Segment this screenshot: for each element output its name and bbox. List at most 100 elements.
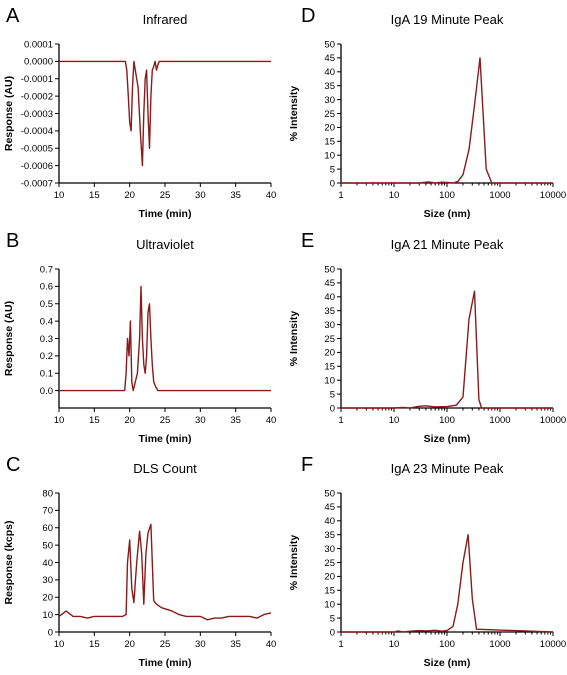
x-tick-label: 20 bbox=[124, 639, 135, 650]
panel-letter: C bbox=[6, 454, 20, 476]
y-tick-label: 50 bbox=[324, 264, 335, 275]
x-tick-label: 10000 bbox=[540, 415, 566, 426]
y-tick-label: 0 bbox=[330, 178, 335, 189]
x-tick-label: 25 bbox=[160, 639, 171, 650]
panel-letter: A bbox=[6, 5, 20, 27]
y-tick-label: 30 bbox=[324, 95, 335, 106]
y-axis-label: Response (kcps) bbox=[3, 520, 15, 604]
y-tick-label: 0.0001 bbox=[24, 39, 53, 50]
y-tick-label: 10 bbox=[324, 376, 335, 387]
x-tick-label: 20 bbox=[124, 415, 135, 426]
y-tick-label: 70 bbox=[42, 506, 53, 517]
y-axis-label: Response (AU) bbox=[3, 76, 15, 151]
y-tick-label: 0.4 bbox=[40, 316, 53, 327]
y-tick-label: 20 bbox=[42, 593, 53, 604]
x-tick-label: 1000 bbox=[489, 190, 510, 201]
x-tick-label: 15 bbox=[89, 639, 100, 650]
y-tick-label: 40 bbox=[324, 516, 335, 527]
y-tick-label: 45 bbox=[324, 502, 335, 513]
chart-title: Infrared bbox=[143, 12, 188, 27]
x-axis-label: Size (nm) bbox=[424, 657, 471, 669]
y-tick-label: 45 bbox=[324, 53, 335, 64]
y-tick-label: 5 bbox=[330, 613, 335, 624]
series-line bbox=[341, 58, 553, 183]
x-tick-label: 1 bbox=[338, 639, 343, 650]
y-tick-label: 35 bbox=[324, 81, 335, 92]
panel-letter: E bbox=[301, 230, 314, 252]
series-line bbox=[341, 535, 553, 632]
x-tick-label: 40 bbox=[266, 639, 277, 650]
series-line bbox=[59, 61, 271, 165]
x-axis-label: Size (nm) bbox=[424, 433, 471, 445]
y-tick-label: 25 bbox=[324, 334, 335, 345]
panel-e: E IgA 21 Minute Peak 1 10 100 1000 10000 0 5 10 15… bbox=[288, 230, 566, 445]
x-tick-label: 25 bbox=[160, 190, 171, 201]
chart-title: DLS Count bbox=[133, 461, 197, 476]
y-tick-label: -0.0001 bbox=[21, 74, 53, 85]
y-tick-label: 15 bbox=[324, 586, 335, 597]
y-tick-label: 0.6 bbox=[40, 282, 53, 293]
y-tick-label: 10 bbox=[324, 600, 335, 611]
y-tick-label: 0 bbox=[330, 403, 335, 414]
y-tick-label: -0.0006 bbox=[21, 161, 53, 172]
y-tick-label: 40 bbox=[42, 558, 53, 569]
x-tick-label: 10 bbox=[389, 415, 400, 426]
y-tick-label: 0.2 bbox=[40, 351, 53, 362]
x-tick-label: 10 bbox=[54, 639, 65, 650]
panel-f: F IgA 23 Minute Peak 1 10 100 1000 10000 0 5 10 15… bbox=[288, 454, 566, 669]
y-tick-label: 0.0 bbox=[40, 386, 53, 397]
y-tick-label: 20 bbox=[324, 348, 335, 359]
y-tick-label: 40 bbox=[324, 67, 335, 78]
x-tick-label: 100 bbox=[439, 415, 455, 426]
y-tick-label: 80 bbox=[42, 488, 53, 499]
panel-letter: D bbox=[301, 5, 315, 27]
x-tick-label: 10 bbox=[389, 190, 400, 201]
panel-b: B Ultraviolet 10 15 20 25 30 35 40 0.0 0.1 0.2 0.3 0.… bbox=[3, 230, 276, 445]
y-tick-label: 20 bbox=[324, 572, 335, 583]
x-tick-label: 15 bbox=[89, 190, 100, 201]
y-tick-label: 50 bbox=[42, 540, 53, 551]
y-tick-label: 30 bbox=[324, 544, 335, 555]
chart-title: IgA 19 Minute Peak bbox=[391, 12, 504, 27]
y-tick-label: 10 bbox=[42, 610, 53, 621]
y-tick-label: 5 bbox=[330, 164, 335, 175]
y-tick-label: 0 bbox=[330, 627, 335, 638]
x-axis-label: Time (min) bbox=[139, 433, 192, 445]
chart-title: IgA 21 Minute Peak bbox=[391, 237, 504, 252]
y-tick-label: 50 bbox=[324, 39, 335, 50]
x-tick-label: 10000 bbox=[540, 639, 566, 650]
x-tick-label: 100 bbox=[439, 639, 455, 650]
y-tick-label: 25 bbox=[324, 109, 335, 120]
y-axis-label: % Intensity bbox=[288, 311, 300, 367]
y-tick-label: 0.1 bbox=[40, 369, 53, 380]
x-axis-label: Time (min) bbox=[139, 657, 192, 669]
y-tick-label: 0.3 bbox=[40, 334, 53, 345]
x-tick-label: 35 bbox=[230, 639, 241, 650]
y-tick-label: 15 bbox=[324, 137, 335, 148]
series-line bbox=[341, 291, 553, 408]
x-tick-label: 40 bbox=[266, 190, 277, 201]
x-tick-label: 15 bbox=[89, 415, 100, 426]
y-tick-label: 60 bbox=[42, 523, 53, 534]
y-tick-label: 5 bbox=[330, 389, 335, 400]
x-tick-label: 30 bbox=[195, 415, 206, 426]
y-tick-label: -0.0007 bbox=[21, 178, 53, 189]
x-tick-label: 35 bbox=[230, 190, 241, 201]
x-axis-label: Size (nm) bbox=[424, 208, 471, 220]
panel-a: A Infrared 10 15 20 25 30 35 40 -0.0007 -0.0006 -0.… bbox=[3, 5, 276, 220]
y-tick-label: 35 bbox=[324, 530, 335, 541]
y-tick-label: 20 bbox=[324, 123, 335, 134]
y-tick-label: -0.0005 bbox=[21, 144, 53, 155]
x-tick-label: 30 bbox=[195, 639, 206, 650]
x-tick-label: 1000 bbox=[489, 415, 510, 426]
y-tick-label: 50 bbox=[324, 488, 335, 499]
x-tick-label: 10 bbox=[54, 190, 65, 201]
x-tick-label: 10 bbox=[389, 639, 400, 650]
y-tick-label: 25 bbox=[324, 558, 335, 569]
y-tick-label: 30 bbox=[42, 575, 53, 586]
x-tick-label: 30 bbox=[195, 190, 206, 201]
x-tick-label: 25 bbox=[160, 415, 171, 426]
series-line bbox=[59, 286, 271, 390]
